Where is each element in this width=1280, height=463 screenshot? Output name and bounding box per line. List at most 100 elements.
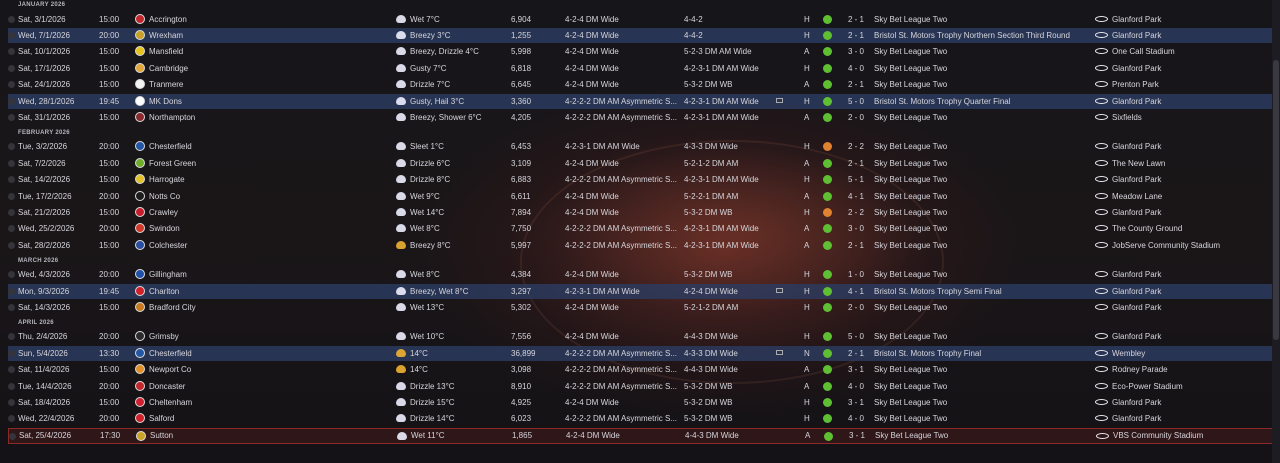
competition-link[interactable]: Sky Bet League Two bbox=[874, 414, 948, 424]
fixture-row[interactable]: Sat, 25/4/2026 17:30 Sutton Wet 11°C 1,865 4-… bbox=[8, 427, 1274, 444]
opponent-name-link[interactable]: Charlton bbox=[149, 286, 180, 296]
fixture-select-checkbox[interactable] bbox=[8, 287, 15, 295]
competition-link[interactable]: Sky Bet League Two bbox=[874, 63, 948, 73]
competition-link[interactable]: Sky Bet League Two bbox=[874, 270, 948, 280]
competition-link[interactable]: Sky Bet League Two bbox=[875, 430, 949, 440]
opponent-name-link[interactable]: Sutton bbox=[150, 430, 174, 440]
fixture-row[interactable]: Sun, 5/4/2026 13:30 Chesterfield 14°C 36,899… bbox=[8, 345, 1272, 361]
fixture-select-checkbox[interactable] bbox=[8, 208, 15, 216]
match-score-link[interactable]: 3 - 1 bbox=[848, 397, 865, 407]
competition-link[interactable]: Sky Bet League Two bbox=[874, 224, 948, 234]
fixture-row[interactable]: Wed, 22/4/2026 20:00 Salford Drizzle 14°C 6,… bbox=[8, 411, 1272, 426]
fixture-select-checkbox[interactable] bbox=[8, 192, 15, 200]
fixture-select-checkbox[interactable] bbox=[8, 64, 15, 72]
competition-link[interactable]: Sky Bet League Two bbox=[874, 175, 948, 185]
match-score-link[interactable]: 4 - 1 bbox=[848, 191, 865, 201]
competition-link[interactable]: Sky Bet League Two bbox=[874, 365, 948, 375]
fixture-row[interactable]: Sat, 11/4/2026 15:00 Newport Co 14°C 3,098 4-… bbox=[8, 362, 1272, 377]
opponent-name-link[interactable]: Harrogate bbox=[149, 175, 185, 185]
fixture-select-checkbox[interactable] bbox=[8, 382, 15, 390]
fixture-row[interactable]: Wed, 7/1/2026 20:00 Wrexham Breezy 3°C 1,255… bbox=[8, 27, 1272, 43]
fixture-row[interactable]: Sat, 18/4/2026 15:00 Cheltenham Drizzle 15°… bbox=[8, 395, 1272, 410]
fixture-select-checkbox[interactable] bbox=[8, 241, 15, 249]
match-score-link[interactable]: 4 - 0 bbox=[848, 381, 865, 391]
fixture-row[interactable]: Wed, 25/2/2026 20:00 Swindon Wet 8°C 7,750 4-… bbox=[8, 221, 1272, 236]
competition-link[interactable]: Sky Bet League Two bbox=[874, 47, 948, 57]
opponent-name-link[interactable]: Cambridge bbox=[149, 63, 189, 73]
match-score-link[interactable]: 5 - 0 bbox=[848, 332, 865, 342]
fixture-select-checkbox[interactable] bbox=[8, 366, 15, 374]
fixture-row[interactable]: Sat, 14/2/2026 15:00 Harrogate Drizzle 8°C 6… bbox=[8, 172, 1272, 187]
fixture-select-checkbox[interactable] bbox=[8, 271, 15, 279]
opponent-name-link[interactable]: Notts Co bbox=[149, 191, 181, 201]
opponent-name-link[interactable]: Bradford City bbox=[149, 302, 196, 312]
fixture-select-checkbox[interactable] bbox=[9, 432, 16, 440]
opponent-name-link[interactable]: Colchester bbox=[149, 240, 188, 250]
opponent-name-link[interactable]: Chesterfield bbox=[149, 142, 192, 152]
fixture-row[interactable]: Sat, 31/1/2026 15:00 Northampton Breezy, Sh… bbox=[8, 110, 1272, 125]
fixture-select-checkbox[interactable] bbox=[8, 97, 15, 105]
competition-link[interactable]: Sky Bet League Two bbox=[874, 397, 948, 407]
fixture-row[interactable]: Sat, 10/1/2026 15:00 Mansfield Breezy, Driz… bbox=[8, 44, 1272, 59]
fixture-row[interactable]: Sat, 24/1/2026 15:00 Tranmere Drizzle 7°C 6,… bbox=[8, 77, 1272, 92]
fixture-row[interactable]: Thu, 2/4/2026 20:00 Grimsby Wet 10°C 7,556 4-… bbox=[8, 329, 1272, 344]
fixture-select-checkbox[interactable] bbox=[8, 113, 15, 121]
competition-link[interactable]: Sky Bet League Two bbox=[874, 14, 948, 24]
competition-link[interactable]: Sky Bet League Two bbox=[874, 142, 948, 152]
match-score-link[interactable]: 3 - 1 bbox=[849, 430, 866, 440]
fixture-row[interactable]: Sat, 21/2/2026 15:00 Crawley Wet 14°C 7,894 4… bbox=[8, 205, 1272, 220]
competition-link[interactable]: Bristol St. Motors Trophy Semi Final bbox=[874, 286, 1002, 296]
competition-link[interactable]: Sky Bet League Two bbox=[874, 302, 948, 312]
fixture-row[interactable]: Sat, 17/1/2026 15:00 Cambridge Gusty 7°C 6,8… bbox=[8, 61, 1272, 76]
match-score-link[interactable]: 3 - 0 bbox=[848, 224, 865, 234]
scrollbar-thumb[interactable] bbox=[1273, 60, 1279, 340]
fixture-row[interactable]: Wed, 28/1/2026 19:45 MK Dons Gusty, Hail 3°… bbox=[8, 93, 1272, 109]
match-score-link[interactable]: 2 - 1 bbox=[848, 30, 865, 40]
opponent-name-link[interactable]: Newport Co bbox=[149, 365, 192, 375]
fixture-select-checkbox[interactable] bbox=[8, 415, 15, 423]
match-score-link[interactable]: 2 - 1 bbox=[848, 240, 865, 250]
opponent-name-link[interactable]: Grimsby bbox=[149, 332, 179, 342]
fixture-select-checkbox[interactable] bbox=[8, 333, 15, 341]
competition-link[interactable]: Sky Bet League Two bbox=[874, 112, 948, 122]
competition-link[interactable]: Sky Bet League Two bbox=[874, 80, 948, 90]
opponent-name-link[interactable]: MK Dons bbox=[149, 96, 182, 106]
competition-link[interactable]: Sky Bet League Two bbox=[874, 240, 948, 250]
match-score-link[interactable]: 2 - 1 bbox=[848, 158, 865, 168]
opponent-name-link[interactable]: Wrexham bbox=[149, 30, 184, 40]
fixture-row[interactable]: Tue, 17/2/2026 20:00 Notts Co Wet 9°C 6,611 4… bbox=[8, 189, 1272, 204]
opponent-name-link[interactable]: Crawley bbox=[149, 207, 178, 217]
opponent-name-link[interactable]: Chesterfield bbox=[149, 348, 192, 358]
match-score-link[interactable]: 2 - 1 bbox=[848, 348, 865, 358]
competition-link[interactable]: Sky Bet League Two bbox=[874, 207, 948, 217]
opponent-name-link[interactable]: Cheltenham bbox=[149, 397, 193, 407]
fixture-row[interactable]: Mon, 9/3/2026 19:45 Charlton Breezy, Wet 8°… bbox=[8, 283, 1272, 299]
competition-link[interactable]: Bristol St. Motors Trophy Northern Secti… bbox=[874, 30, 1070, 40]
fixture-row[interactable]: Tue, 14/4/2026 20:00 Doncaster Drizzle 13°C… bbox=[8, 379, 1272, 394]
opponent-name-link[interactable]: Northampton bbox=[149, 112, 196, 122]
fixture-row[interactable]: Sat, 7/2/2026 15:00 Forest Green Drizzle 6°… bbox=[8, 156, 1272, 171]
fixture-select-checkbox[interactable] bbox=[8, 303, 15, 311]
fixture-select-checkbox[interactable] bbox=[8, 81, 15, 89]
match-score-link[interactable]: 2 - 2 bbox=[848, 142, 865, 152]
fixture-row[interactable]: Sat, 3/1/2026 15:00 Accrington Wet 7°C 6,904… bbox=[8, 12, 1272, 27]
match-score-link[interactable]: 3 - 0 bbox=[848, 47, 865, 57]
match-score-link[interactable]: 4 - 0 bbox=[848, 63, 865, 73]
competition-link[interactable]: Sky Bet League Two bbox=[874, 381, 948, 391]
fixture-row[interactable]: Sat, 14/3/2026 15:00 Bradford City Wet 13°C… bbox=[8, 300, 1272, 315]
opponent-name-link[interactable]: Tranmere bbox=[149, 80, 184, 90]
fixture-select-checkbox[interactable] bbox=[8, 225, 15, 233]
fixture-select-checkbox[interactable] bbox=[8, 48, 15, 56]
match-score-link[interactable]: 5 - 1 bbox=[848, 175, 865, 185]
opponent-name-link[interactable]: Accrington bbox=[149, 14, 187, 24]
match-score-link[interactable]: 2 - 2 bbox=[848, 207, 865, 217]
competition-link[interactable]: Sky Bet League Two bbox=[874, 158, 948, 168]
fixture-select-checkbox[interactable] bbox=[8, 398, 15, 406]
match-score-link[interactable]: 2 - 0 bbox=[848, 302, 865, 312]
match-score-link[interactable]: 2 - 0 bbox=[848, 112, 865, 122]
opponent-name-link[interactable]: Mansfield bbox=[149, 47, 184, 57]
competition-link[interactable]: Bristol St. Motors Trophy Quarter Final bbox=[874, 96, 1011, 106]
opponent-name-link[interactable]: Forest Green bbox=[149, 158, 197, 168]
opponent-name-link[interactable]: Salford bbox=[149, 414, 175, 424]
scrollbar[interactable] bbox=[1272, 0, 1280, 463]
